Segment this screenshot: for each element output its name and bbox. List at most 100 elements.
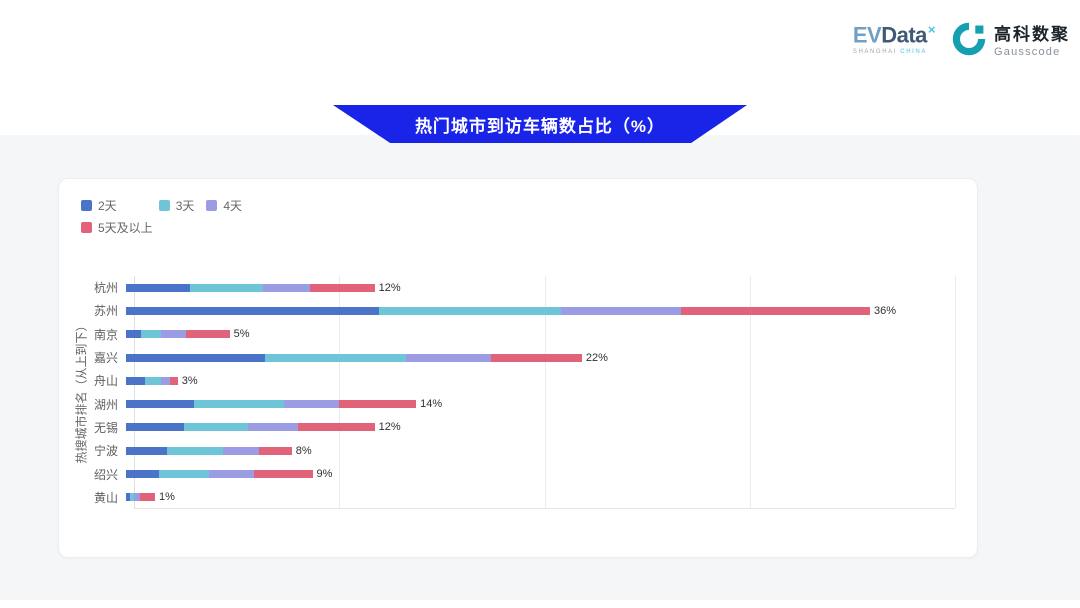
- value-label: 36%: [874, 304, 897, 317]
- legend-swatch: [158, 200, 170, 211]
- bar-row-宁波: 宁波 8%: [59, 439, 955, 462]
- gausscode-en: Gausscode: [994, 46, 1061, 58]
- category-label: 杭州: [93, 281, 118, 296]
- legend-item-2天[interactable]: 2天: [81, 197, 117, 214]
- value-label: 12%: [378, 281, 401, 294]
- bar-segment-5天及以上[interactable]: [254, 470, 313, 479]
- bar-segment-5天及以上[interactable]: [186, 330, 230, 339]
- bar-track: 36%: [126, 299, 955, 322]
- legend-label: 5天及以上: [98, 221, 153, 235]
- bar-segment-3天[interactable]: [190, 283, 263, 292]
- value-label: 1%: [158, 491, 175, 504]
- bar-segment-5天及以上[interactable]: [339, 400, 417, 409]
- value-label: 12%: [378, 421, 401, 434]
- bar-segment-2天[interactable]: [126, 353, 265, 362]
- bar-segment-3天[interactable]: [264, 353, 406, 362]
- category-label: 宁波: [93, 444, 118, 459]
- bar-segment-5天及以上[interactable]: [310, 283, 375, 292]
- bar-row-苏州: 苏州 36%: [59, 299, 955, 322]
- bar-track: 9%: [126, 462, 955, 485]
- legend-item-5天及以上[interactable]: 5天及以上: [81, 219, 153, 236]
- bar-segment-2天[interactable]: [126, 446, 168, 455]
- bar-segment-4天[interactable]: [161, 376, 170, 385]
- bar-segment-5天及以上[interactable]: [140, 493, 155, 502]
- gridline: [749, 276, 751, 508]
- bar-segment-3天[interactable]: [144, 376, 162, 385]
- bar-segment-4天[interactable]: [262, 283, 311, 292]
- legend-item-4天[interactable]: 4天: [206, 197, 242, 214]
- bar-track: 1%: [126, 486, 955, 509]
- evdata-ev-text: EV: [852, 22, 882, 48]
- bar-segment-2天[interactable]: [126, 306, 379, 315]
- bar-segment-4天[interactable]: [561, 306, 682, 315]
- bar-segment-4天[interactable]: [134, 493, 141, 502]
- bar-segment-5天及以上[interactable]: [169, 376, 178, 385]
- evdata-data-text: Data: [881, 22, 927, 48]
- legend-label: 2天: [98, 199, 117, 213]
- evdata-logo: EVData× SHANGHAI CHINA: [852, 21, 936, 56]
- gausscode-cn: 高科数聚: [994, 25, 1070, 44]
- evdata-x-mark: ×: [927, 21, 936, 37]
- bar-segment-3天[interactable]: [159, 470, 209, 479]
- gausscode-icon: [952, 22, 986, 56]
- bar-segment-2天[interactable]: [126, 493, 131, 502]
- bar-segment-2天[interactable]: [126, 376, 145, 385]
- category-label: 湖州: [93, 397, 118, 412]
- category-label: 绍兴: [93, 467, 118, 482]
- bar-row-南京: 南京 5%: [59, 323, 955, 346]
- bar-segment-5天及以上[interactable]: [681, 306, 871, 315]
- y-axis-line: [134, 276, 135, 508]
- bar-segment-4天[interactable]: [248, 423, 298, 432]
- bar-segment-2天[interactable]: [126, 470, 160, 479]
- bar-segment-3天[interactable]: [378, 306, 562, 315]
- evdata-subtext: SHANGHAI CHINA: [852, 49, 927, 56]
- legend-swatch: [81, 200, 92, 211]
- bar-segment-3天[interactable]: [167, 446, 224, 455]
- legend-swatch: [81, 222, 92, 233]
- legend-swatch: [206, 200, 218, 211]
- header-logos: EVData× SHANGHAI CHINA 高科数聚 Gausscode: [853, 20, 1070, 58]
- bar-segment-2天[interactable]: [126, 283, 191, 292]
- legend-item-3天[interactable]: 3天: [158, 197, 194, 214]
- gridline: [544, 276, 546, 508]
- bar-segment-3天[interactable]: [184, 423, 249, 432]
- bar-segment-5天及以上[interactable]: [490, 353, 582, 362]
- value-label: 14%: [420, 398, 443, 411]
- category-label: 无锡: [93, 420, 118, 435]
- value-label: 5%: [233, 328, 250, 341]
- category-label: 南京: [93, 327, 118, 342]
- bar-row-绍兴: 绍兴 9%: [59, 462, 955, 485]
- bar-segment-3天[interactable]: [194, 400, 284, 409]
- title-banner: 热门城市到访车辆数占比（%）: [333, 105, 747, 143]
- category-label: 苏州: [93, 304, 118, 319]
- bar-row-无锡: 无锡 12%: [59, 416, 955, 439]
- bar-segment-2天[interactable]: [126, 330, 141, 339]
- bar-segment-2天[interactable]: [126, 400, 195, 409]
- value-label: 8%: [295, 444, 312, 457]
- bar-segment-5天及以上[interactable]: [258, 446, 292, 455]
- page-title: 热门城市到访车辆数占比（%）: [414, 116, 666, 136]
- bar-segment-3天[interactable]: [130, 493, 135, 502]
- category-label: 嘉兴: [93, 351, 118, 366]
- bar-segment-4天[interactable]: [208, 470, 255, 479]
- bar-segment-3天[interactable]: [140, 330, 162, 339]
- category-label: 黄山: [93, 490, 118, 505]
- plot-area: [134, 276, 956, 509]
- bar-track: 12%: [126, 276, 955, 299]
- bar-segment-2天[interactable]: [126, 423, 185, 432]
- bar-track: 12%: [126, 416, 955, 439]
- bar-segment-4天[interactable]: [223, 446, 259, 455]
- gausscode-logo: 高科数聚 Gausscode: [951, 20, 1070, 58]
- gausscode-text: 高科数聚 Gausscode: [994, 20, 1070, 58]
- value-label: 9%: [316, 468, 333, 481]
- bar-segment-4天[interactable]: [161, 330, 187, 339]
- value-label: 3%: [181, 374, 198, 387]
- gridline: [955, 276, 956, 508]
- value-label: 22%: [585, 351, 608, 364]
- bar-segment-5天及以上[interactable]: [297, 423, 375, 432]
- bar-segment-4天[interactable]: [283, 400, 340, 409]
- bar-track: 3%: [126, 369, 955, 392]
- bar-track: 22%: [126, 346, 955, 369]
- bar-segment-4天[interactable]: [405, 353, 491, 362]
